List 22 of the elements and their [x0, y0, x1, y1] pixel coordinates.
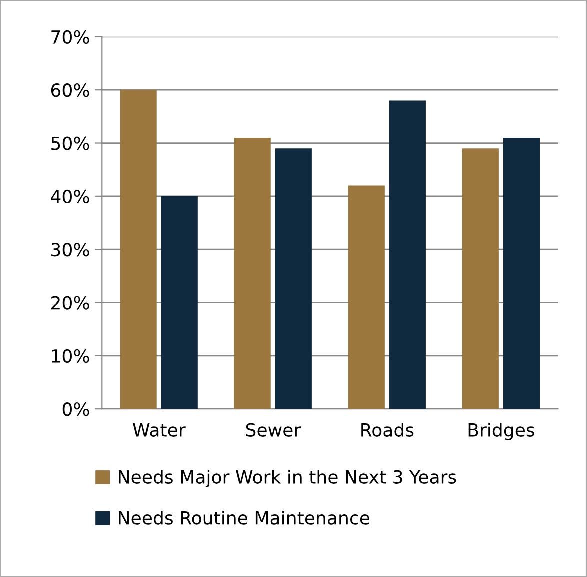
y-tick-label: 0% — [62, 402, 90, 416]
legend-label: Needs Major Work in the Next 3 Years — [119, 470, 456, 488]
bar — [234, 138, 271, 410]
y-tick-label: 40% — [51, 190, 90, 204]
legend-label: Needs Routine Maintenance — [119, 510, 370, 525]
bar — [120, 90, 157, 410]
x-tick-label: Bridges — [468, 422, 534, 440]
y-tick-label: 30% — [52, 243, 90, 257]
bar — [275, 148, 312, 410]
bar — [504, 138, 540, 410]
bar — [161, 196, 198, 410]
y-tick-label: 70% — [52, 30, 90, 44]
y-tick-label: 50% — [52, 136, 90, 150]
x-tick-label: Sewer — [246, 423, 302, 437]
bar — [462, 148, 499, 410]
y-tick-label: 20% — [52, 296, 90, 310]
y-tick-label: 10% — [52, 349, 90, 364]
bar — [389, 100, 426, 410]
bar — [348, 186, 385, 410]
y-tick-label: 60% — [51, 84, 90, 98]
x-tick-label: Roads — [362, 422, 414, 437]
x-tick-label: Water — [133, 424, 186, 437]
